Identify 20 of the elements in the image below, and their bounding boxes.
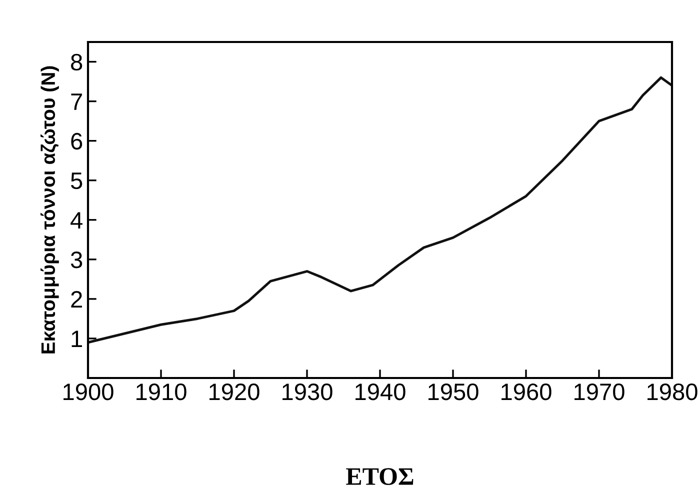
y-tick-label: 4 <box>70 212 82 228</box>
x-tick-label: 1960 <box>502 383 552 400</box>
x-tick-label: 1920 <box>210 383 260 400</box>
x-tick-label: 1950 <box>428 383 478 400</box>
x-tick-label: 1930 <box>282 383 332 400</box>
y-tick-label: 7 <box>71 94 82 110</box>
x-tick-label: 1980 <box>648 383 698 400</box>
x-axis-title: ΕΤΟΣ <box>346 468 414 485</box>
x-tick-label: 1910 <box>136 383 186 400</box>
line-series <box>88 76 672 344</box>
x-tick-label: 1940 <box>356 383 406 400</box>
y-axis-title: Εκατομμύρια τόννοι αζώτου (N) <box>40 66 59 354</box>
y-tick-label: 6 <box>71 132 82 150</box>
y-tick-label: 2 <box>71 291 82 308</box>
y-tick-label: 3 <box>70 251 82 268</box>
y-tick-label: 1 <box>72 330 82 348</box>
y-tick-label: 5 <box>70 172 82 190</box>
y-tick-label: 8 <box>71 54 82 71</box>
x-tick-label: 1900 <box>64 383 114 400</box>
x-tick-label: 1970 <box>574 383 624 400</box>
